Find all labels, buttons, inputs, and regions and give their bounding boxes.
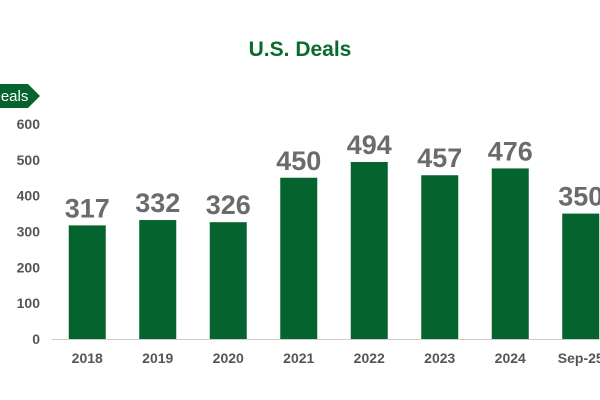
series-badge-shape [0, 84, 40, 108]
x-tick-label: Sep-25 [558, 350, 600, 366]
bar [562, 213, 600, 339]
data-label: 332 [135, 188, 180, 218]
data-label: 450 [276, 146, 321, 176]
bar [350, 161, 388, 339]
bar [68, 225, 106, 339]
data-label: 317 [65, 193, 110, 223]
y-tick-label: 0 [32, 331, 40, 347]
series-badge-label: Deals [0, 88, 28, 105]
x-tick-label: 2021 [283, 350, 314, 366]
data-label: 476 [488, 136, 533, 166]
x-tick-label: 2022 [354, 350, 385, 366]
y-tick-label: 100 [17, 295, 41, 311]
data-label: 457 [417, 143, 462, 173]
x-tick-label: 2019 [142, 350, 173, 366]
bar [280, 177, 318, 339]
x-axis: 2018 2019 2020 2021 2022 2023 2024 Sep-25 [72, 350, 600, 366]
x-tick-label: 2023 [424, 350, 455, 366]
data-labels-group: 317 332 326 450 494 457 476 350 [65, 130, 600, 223]
data-label: 350 [558, 182, 600, 212]
x-tick-label: 2020 [213, 350, 244, 366]
y-tick-label: 600 [17, 116, 41, 132]
y-tick-label: 200 [17, 259, 41, 275]
data-label: 494 [347, 130, 392, 160]
y-axis: 0 100 200 300 400 500 600 [17, 116, 41, 347]
y-tick-label: 400 [17, 188, 41, 204]
y-tick-label: 500 [17, 152, 41, 168]
y-tick-label: 300 [17, 224, 41, 240]
bar [421, 175, 459, 339]
bars-group [68, 161, 600, 339]
x-tick-label: 2024 [495, 350, 526, 366]
bar [209, 222, 247, 339]
series-badge: Deals [0, 84, 40, 108]
data-label: 326 [206, 190, 251, 220]
bar [139, 220, 177, 339]
chart-title: U.S. Deals [248, 38, 352, 61]
bar [491, 168, 529, 339]
x-tick-label: 2018 [72, 350, 103, 366]
